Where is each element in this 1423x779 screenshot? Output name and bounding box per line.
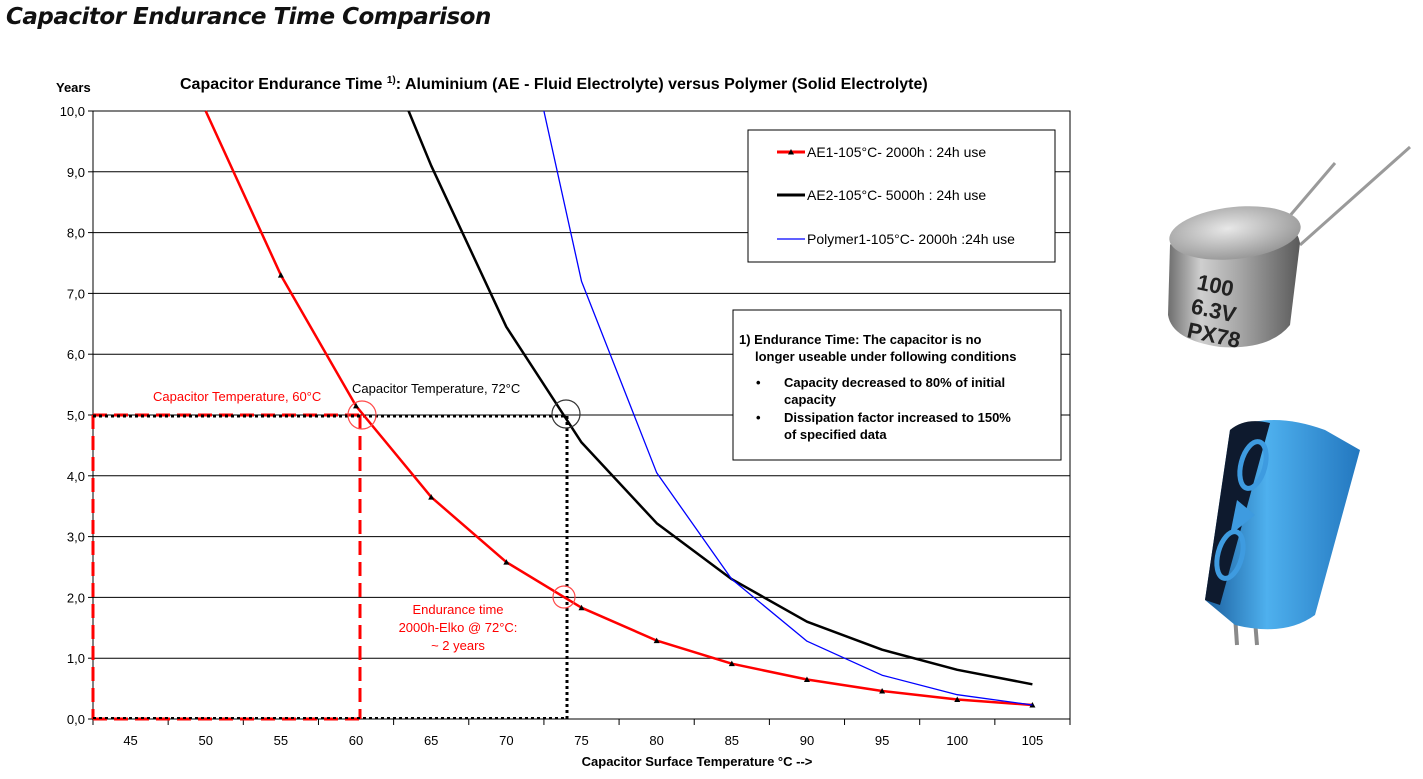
circle-ae1-72 bbox=[552, 585, 576, 609]
footnote-b1b: capacity bbox=[784, 392, 837, 407]
legend-marker-ae1 bbox=[788, 149, 794, 155]
x-tick-labels: 45 50 55 60 65 70 75 80 85 90 95 100 105 bbox=[123, 733, 1043, 748]
y-tick-label: 1,0 bbox=[67, 651, 85, 666]
data-point-marker bbox=[578, 604, 585, 611]
circle-ae1-60 bbox=[347, 400, 377, 430]
y-tick-labels: 0,0 1,0 2,0 3,0 4,0 5,0 6,0 7,0 8,0 9,0 10,0 bbox=[60, 104, 85, 727]
x-tick-label: 65 bbox=[424, 733, 438, 748]
data-point-marker bbox=[803, 676, 810, 682]
footnote-line2: longer useable under following condition… bbox=[755, 349, 1016, 364]
series-lines bbox=[204, 110, 1036, 708]
chart-title: Capacitor Endurance Time 1): Aluminium (… bbox=[180, 75, 928, 93]
electrolytic-capacitor-image bbox=[1205, 420, 1360, 646]
polymer-capacitor-image: 100 6.3V PX78 bbox=[1168, 145, 1411, 353]
circle-ae2-72 bbox=[551, 399, 581, 429]
legend-label-ae2: AE2-105°C- 5000h : 24h use bbox=[807, 187, 986, 203]
data-point-marker bbox=[728, 660, 735, 667]
footnote-b1a: Capacity decreased to 80% of initial bbox=[784, 375, 1005, 390]
x-tick-label: 75 bbox=[574, 733, 588, 748]
x-tick-label: 55 bbox=[274, 733, 288, 748]
legend-label-polymer: Polymer1-105°C- 2000h :24h use bbox=[807, 231, 1015, 247]
endurance-chart: Capacitor Endurance Time 1): Aluminium (… bbox=[56, 75, 1071, 769]
y-tick-label: 7,0 bbox=[67, 286, 85, 301]
legend-label-ae1: AE1-105°C- 2000h : 24h use bbox=[807, 144, 986, 160]
series-line-2 bbox=[543, 110, 1033, 706]
y-tick-label: 2,0 bbox=[67, 590, 85, 605]
data-point-marker bbox=[503, 559, 510, 565]
reference-lines bbox=[91, 413, 569, 721]
x-tick-label: 95 bbox=[875, 733, 889, 748]
y-tick-label: 4,0 bbox=[67, 469, 85, 484]
footnote-b2b: of specified data bbox=[784, 427, 887, 442]
page-title: Capacitor Endurance Time Comparison bbox=[6, 4, 491, 30]
footnote-b2a: Dissipation factor increased to 150% bbox=[784, 410, 1011, 425]
data-point-marker bbox=[277, 272, 284, 278]
y-tick-label: 0,0 bbox=[67, 712, 85, 727]
footnote-bullet1: • bbox=[756, 375, 761, 390]
data-point-marker bbox=[954, 696, 961, 703]
y-tick-label: 5,0 bbox=[67, 408, 85, 423]
y-axis-label: Years bbox=[56, 80, 91, 95]
annotation-endurance-1: Endurance time bbox=[412, 602, 503, 617]
y-tick-label: 9,0 bbox=[67, 165, 85, 180]
footnote-line1: 1) Endurance Time: The capacitor is no bbox=[739, 332, 982, 347]
x-tick-label: 85 bbox=[725, 733, 739, 748]
x-tick-label: 100 bbox=[946, 733, 968, 748]
y-tick-label: 3,0 bbox=[67, 530, 85, 545]
annotation-endurance-3: ~ 2 years bbox=[431, 638, 485, 653]
x-tick-label: 80 bbox=[649, 733, 663, 748]
x-tick-label: 90 bbox=[800, 733, 814, 748]
footnote-bullet2: • bbox=[756, 410, 761, 425]
annotation-temp-72: Capacitor Temperature, 72°C bbox=[352, 381, 520, 396]
y-tick-label: 10,0 bbox=[60, 104, 85, 119]
x-tick-label: 105 bbox=[1022, 733, 1044, 748]
series-line-1 bbox=[407, 110, 1033, 686]
footnote-box: 1) Endurance Time: The capacitor is no l… bbox=[732, 309, 1062, 461]
x-tick-label: 45 bbox=[123, 733, 137, 748]
annotation-endurance-2: 2000h-Elko @ 72°C: bbox=[399, 620, 518, 635]
x-tick-label: 70 bbox=[499, 733, 513, 748]
y-tick-label: 6,0 bbox=[67, 347, 85, 362]
legend: AE1-105°C- 2000h : 24h use AE2-105°C- 50… bbox=[747, 129, 1056, 263]
x-axis-label: Capacitor Surface Temperature °C --> bbox=[582, 754, 813, 769]
x-tick-label: 60 bbox=[349, 733, 363, 748]
data-point-marker bbox=[653, 637, 660, 644]
annotation-temp-60: Capacitor Temperature, 60°C bbox=[153, 389, 321, 404]
series-line-0 bbox=[204, 110, 1033, 707]
x-tick-label: 50 bbox=[198, 733, 212, 748]
data-point-marker bbox=[353, 402, 360, 409]
data-point-marker bbox=[428, 494, 435, 500]
y-tick-label: 8,0 bbox=[67, 226, 85, 241]
data-point-marker bbox=[879, 688, 886, 694]
